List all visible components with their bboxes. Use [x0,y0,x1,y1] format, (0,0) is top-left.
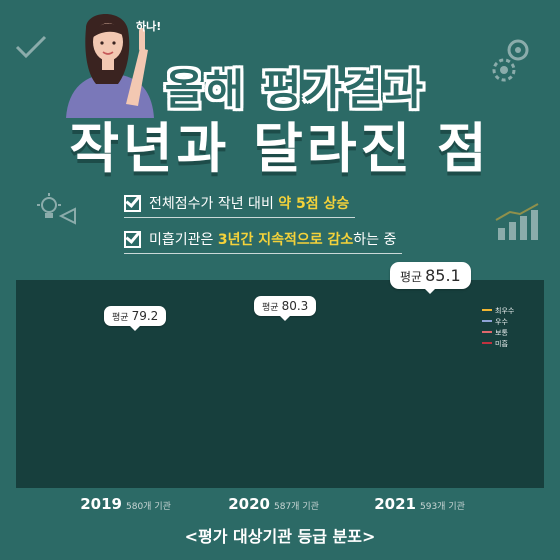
lightbulb-doodle-icon [37,193,61,218]
bullet-text: 미흡기관은 3년간 지속적으로 감소하는 중 [149,232,397,248]
title-line-1: 올해 평가결과 [164,65,426,114]
legend-label: 미흡 [495,339,508,348]
average-label: 평균 [262,303,279,313]
x-tick-label: 2021 [374,495,416,513]
pointing-woman-illustration [66,14,154,118]
bullet-item: 전체점수가 작년 대비 약 5점 상승 [124,190,356,218]
x-tick-note: 580개 기관 [126,501,171,512]
average-value: 85.1 [425,266,461,285]
title-line-2: 작년과 달라진 점 [69,117,491,180]
bullet-item: 미흡기관은 3년간 지속적으로 감소하는 중 [124,226,403,254]
average-label: 평균 [400,270,423,284]
average-bubble-2019: 평균 79.2 [104,306,167,331]
average-bubble-2021: 평균 85.1 [390,262,471,294]
checkmark-doodle-icon [15,35,47,59]
x-tick-label: 2019 [80,495,122,513]
x-tick-note: 587개 기관 [274,501,319,512]
triangle-doodle-icon [58,207,76,225]
bar-growth-doodle-icon [495,203,539,240]
average-value: 80.3 [281,299,309,313]
hana-tag: 하나! [136,20,162,33]
checkbox-icon [124,194,141,212]
legend-label: 우수 [495,318,508,326]
x-tick-label: 2020 [228,495,270,513]
x-tick-note: 593개 기관 [420,501,465,512]
legend-label: 최우수 [495,306,515,315]
average-label: 평균 [112,313,129,323]
checkbox-icon [124,230,141,248]
bullet-text: 전체점수가 작년 대비 약 5점 상승 [149,196,350,212]
chart-caption: <평가 대상기관 등급 분포> [184,527,376,546]
legend-label: 보통 [495,329,508,337]
average-bubble-2020: 평균 80.3 [254,296,317,321]
gear-doodle-icon [492,39,529,82]
average-value: 79.2 [131,309,159,323]
